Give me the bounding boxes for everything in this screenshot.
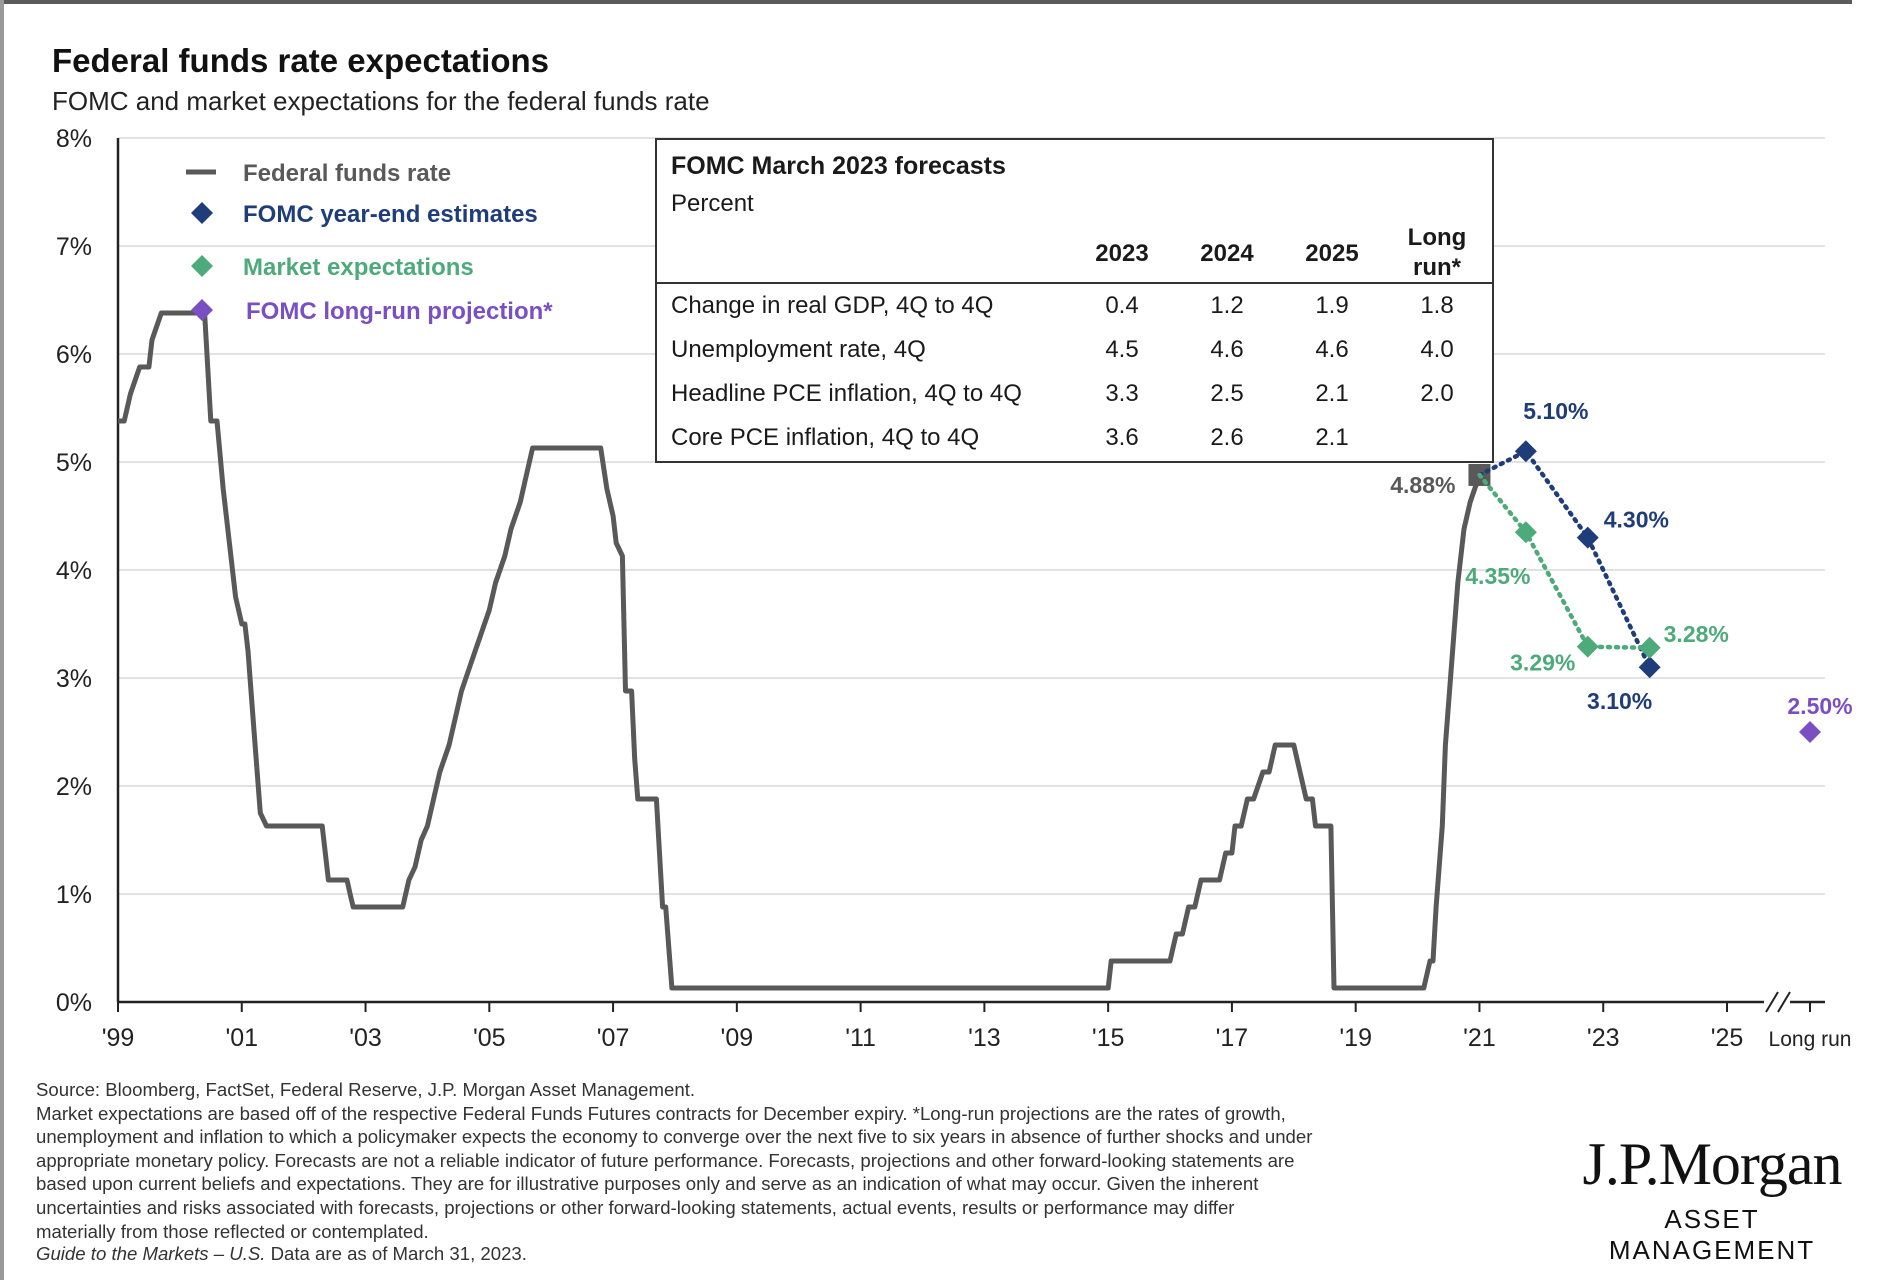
legend-label: FOMC long-run projection* xyxy=(246,298,553,325)
forecast-row-label: Unemployment rate, 4Q xyxy=(671,336,926,363)
axis-break-mark xyxy=(1777,991,1791,1013)
footnotes: Source: Bloomberg, FactSet, Federal Rese… xyxy=(36,1078,1541,1243)
forecast-table: FOMC March 2023 forecasts Percent 2023 2… xyxy=(655,138,1494,463)
chart-title: Federal funds rate expectations xyxy=(52,42,549,79)
x-tick-label: '07 xyxy=(597,1024,630,1052)
forecast-cell: 2.1 xyxy=(1315,380,1349,407)
forecast-row-label: Change in real GDP, 4Q to 4Q xyxy=(671,292,994,319)
guide-title: Guide to the Markets – U.S. xyxy=(36,1243,266,1264)
forecast-cell: 4.0 xyxy=(1420,336,1454,363)
forecast-cell: 0.4 xyxy=(1105,292,1139,319)
footnote-line: based upon current beliefs and expectati… xyxy=(36,1173,1259,1195)
data-label: 4.35% xyxy=(1465,563,1530,589)
forecast-cell: 2.0 xyxy=(1420,380,1454,407)
fed-funds-rate-line xyxy=(118,310,1482,991)
forecast-cell: 4.6 xyxy=(1210,336,1244,363)
data-label: 4.30% xyxy=(1604,507,1669,533)
legend-swatch-diamond xyxy=(191,299,213,321)
forecast-cell: 2.1 xyxy=(1315,424,1349,451)
x-tick-label: '25 xyxy=(1711,1024,1744,1052)
y-tick-label: 0% xyxy=(56,989,92,1017)
x-tick-label: '19 xyxy=(1339,1024,1372,1052)
data-label: 4.88% xyxy=(1390,472,1455,498)
forecast-cell: 3.6 xyxy=(1105,424,1139,451)
market-expectations-line xyxy=(1477,472,1652,651)
market-expectation-point xyxy=(1514,521,1537,544)
forecast-cell: 4.6 xyxy=(1315,336,1349,363)
forecast-col-run: run* xyxy=(1413,254,1461,281)
forecast-cell: 3.3 xyxy=(1105,380,1139,407)
source-note: Source: Bloomberg, FactSet, Federal Rese… xyxy=(36,1079,696,1100)
forecast-cell: 1.2 xyxy=(1210,292,1244,319)
axis-break-mark xyxy=(1765,991,1779,1013)
forecast-header-divider xyxy=(657,282,1492,284)
forecast-cell: 2.6 xyxy=(1210,424,1244,451)
footnote-line: Market expectations are based off of the… xyxy=(36,1102,1286,1124)
x-tick-label: '17 xyxy=(1216,1024,1249,1052)
legend-label: Market expectations xyxy=(243,254,474,281)
market-expectation-point xyxy=(1638,636,1661,659)
x-tick-label: '23 xyxy=(1587,1024,1620,1052)
y-tick-label: 3% xyxy=(56,665,92,693)
y-tick-label: 6% xyxy=(56,341,92,369)
data-date-note: Data are as of March 31, 2023. xyxy=(265,1243,527,1264)
y-tick-label: 4% xyxy=(56,557,92,585)
data-label: 3.28% xyxy=(1664,621,1729,647)
x-tick-label: '11 xyxy=(845,1024,876,1052)
data-label: 5.10% xyxy=(1523,398,1588,424)
guide-note: Guide to the Markets – U.S. Data are as … xyxy=(36,1243,527,1265)
x-tick-label: '15 xyxy=(1092,1024,1125,1052)
y-tick-label: 1% xyxy=(56,881,92,909)
forecast-col-2024: 2024 xyxy=(1200,240,1254,267)
forecast-col-2025: 2025 xyxy=(1305,240,1359,267)
x-tick-label: '01 xyxy=(225,1024,258,1052)
chart-subtitle: FOMC and market expectations for the fed… xyxy=(52,86,710,116)
forecast-col-long: Long xyxy=(1407,224,1467,251)
x-tick-label: '03 xyxy=(349,1024,382,1052)
top-border xyxy=(0,0,1852,4)
fomc-estimates-line xyxy=(1477,448,1652,670)
long-run-projection-point xyxy=(1799,721,1821,743)
x-tick-label: '13 xyxy=(968,1024,1001,1052)
logo-subtitle: ASSET MANAGEMENT xyxy=(1608,1204,1816,1265)
legend-swatch-diamond xyxy=(191,255,213,277)
forecast-row-label: Headline PCE inflation, 4Q to 4Q xyxy=(671,380,1022,407)
logo-brand: J.P.Morgan xyxy=(1582,1131,1843,1197)
x-tick-label: Long run xyxy=(1769,1028,1852,1051)
forecast-row-label: Core PCE inflation, 4Q to 4Q xyxy=(671,424,980,451)
jpmorgan-logo: J.P.Morgan ASSET MANAGEMENT xyxy=(1572,1132,1852,1266)
market-expectation-point xyxy=(1576,635,1599,658)
y-tick-label: 5% xyxy=(56,449,92,477)
legend-label: FOMC year-end estimates xyxy=(243,201,538,228)
fomc-estimate-point xyxy=(1514,440,1537,463)
y-tick-label: 8% xyxy=(56,125,92,153)
y-tick-label: 7% xyxy=(56,233,92,261)
left-border xyxy=(0,0,4,1280)
x-tick-label: '09 xyxy=(721,1024,754,1052)
legend-label: Federal funds rate xyxy=(243,160,451,187)
forecast-cell: 4.5 xyxy=(1105,336,1139,363)
data-label: 3.10% xyxy=(1587,688,1652,714)
footnote-line: materially from those reflected or conte… xyxy=(36,1220,429,1242)
footnote-line: uncertainties and risks associated with … xyxy=(36,1196,1235,1218)
forecast-col-2023: 2023 xyxy=(1095,240,1149,267)
fomc-estimate-point xyxy=(1638,656,1661,679)
forecast-cell: 2.5 xyxy=(1210,380,1244,407)
fomc-estimate-point xyxy=(1576,526,1599,549)
forecast-table-unit: Percent xyxy=(671,190,754,217)
data-label: 2.50% xyxy=(1787,693,1852,719)
x-tick-label: '99 xyxy=(102,1024,135,1052)
rate-chart: 0% 1% 2% 3% 4% 5% 6% 7% 8% '99 '01 '03 '05 '07 '09 '11 '… xyxy=(56,125,1853,1052)
x-tick-label: '05 xyxy=(473,1024,506,1052)
footnote-line: unemployment and inflation to which a po… xyxy=(36,1126,1313,1148)
forecast-table-title: FOMC March 2023 forecasts xyxy=(671,152,1006,180)
footnote-line: appropriate monetary policy. Forecasts a… xyxy=(36,1149,1295,1171)
data-label: 3.29% xyxy=(1510,650,1575,676)
y-tick-label: 2% xyxy=(56,773,92,801)
x-tick-label: '21 xyxy=(1463,1024,1496,1052)
forecast-cell: 1.8 xyxy=(1420,292,1454,319)
legend-swatch-diamond xyxy=(191,202,213,224)
forecast-cell: 1.9 xyxy=(1315,292,1349,319)
